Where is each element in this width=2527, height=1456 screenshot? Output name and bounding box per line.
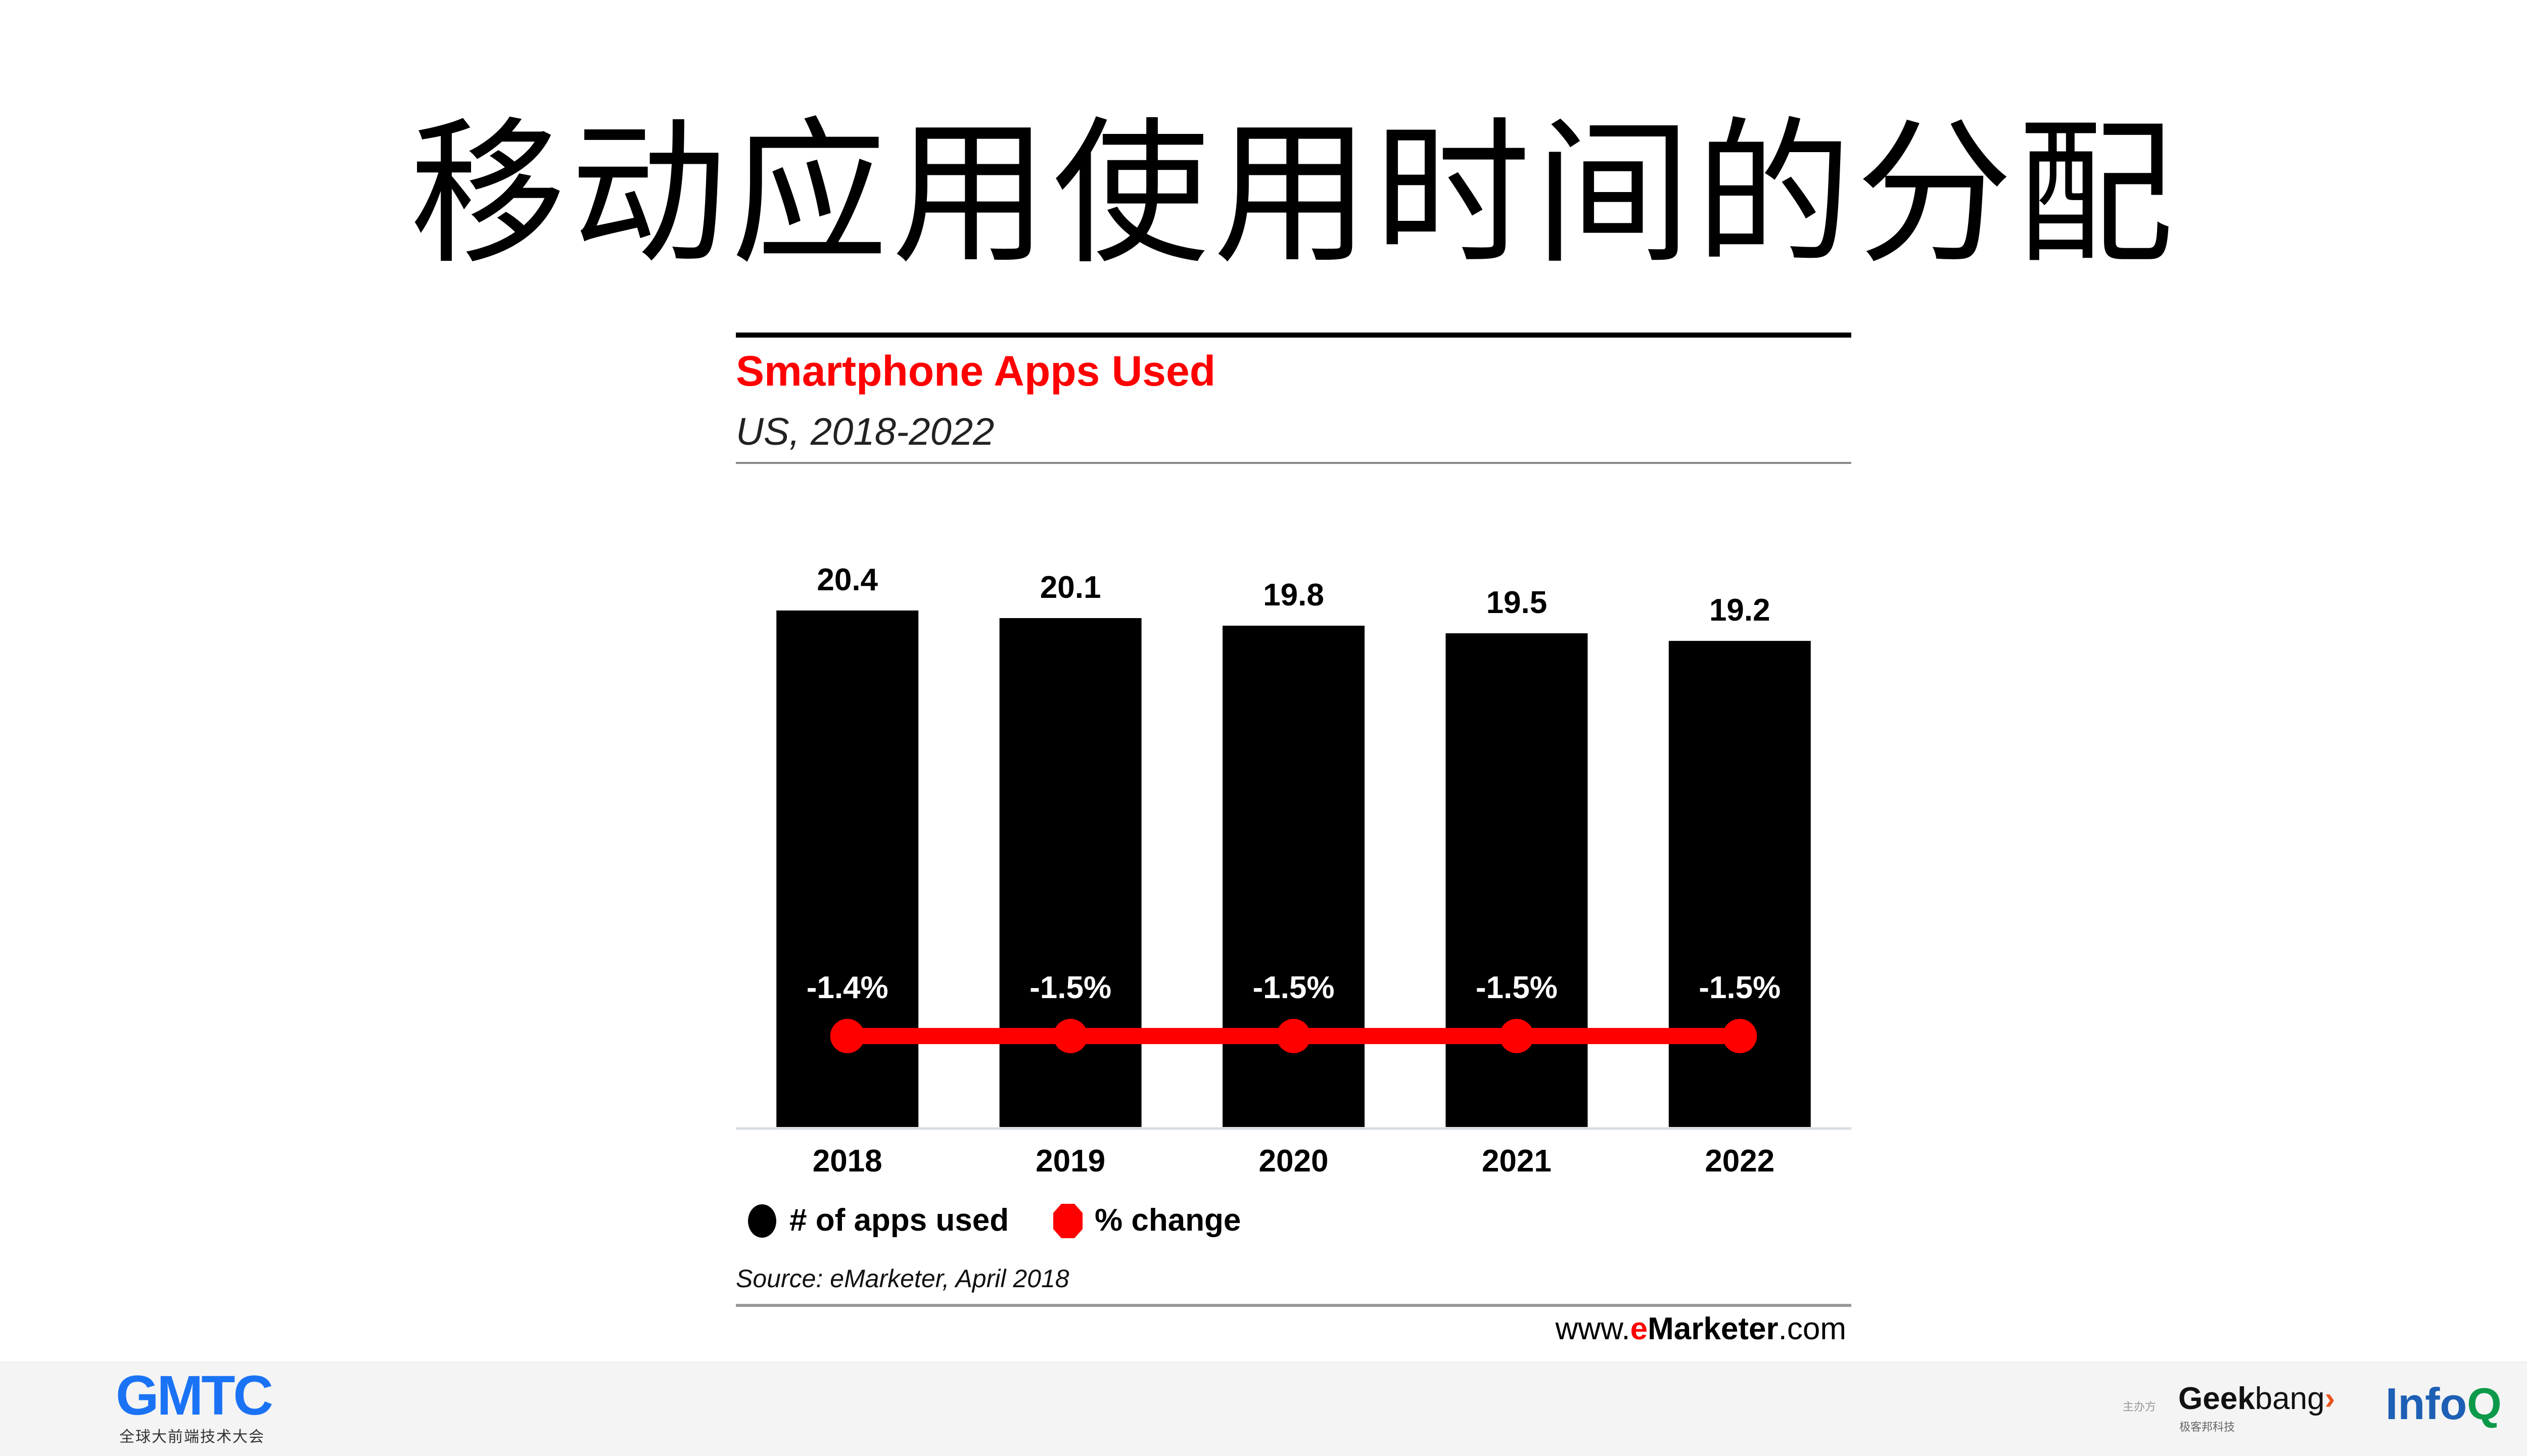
change-point-2021 xyxy=(1499,1019,1534,1053)
legend-label-change: % change xyxy=(1095,1203,1241,1238)
change-value-label: -1.5% xyxy=(1029,970,1111,1005)
chart-subtitle: US, 2018-2022 xyxy=(736,410,995,453)
chart-title: Smartphone Apps Used xyxy=(736,347,1216,395)
bar-2022 xyxy=(1668,641,1811,1127)
footer-bar xyxy=(0,1361,2527,1456)
chart-top-rule xyxy=(736,333,1851,338)
host-label: 主办方 xyxy=(2123,1401,2157,1414)
change-value-label: -1.4% xyxy=(807,970,888,1005)
legend-label-apps: # of apps used xyxy=(789,1203,1009,1238)
slide-title: 移动应用使用时间的分配 xyxy=(409,103,2178,286)
x-tick-label: 2019 xyxy=(1036,1144,1105,1179)
chart-subtitle-rule xyxy=(736,462,1851,464)
x-tick-label: 2018 xyxy=(813,1144,882,1179)
infoq-logo: InfoQ xyxy=(2385,1379,2502,1429)
bar-value-label: 20.1 xyxy=(1040,570,1101,605)
chart-source: Source: eMarketer, April 2018 xyxy=(736,1264,1069,1293)
x-tick-label: 2022 xyxy=(1705,1144,1774,1179)
change-value-label: -1.5% xyxy=(1476,970,1558,1005)
legend-swatch-apps xyxy=(748,1204,776,1238)
change-value-label: -1.5% xyxy=(1253,970,1335,1005)
emarketer-brand: www.eMarketer.com xyxy=(1555,1311,1846,1346)
change-value-label: -1.5% xyxy=(1699,970,1781,1005)
change-point-2018 xyxy=(830,1019,865,1053)
change-point-2019 xyxy=(1053,1019,1088,1053)
chart-source-rule xyxy=(736,1304,1851,1307)
x-tick-label: 2020 xyxy=(1259,1144,1329,1179)
bar-value-label: 20.4 xyxy=(817,562,878,597)
bar-value-label: 19.8 xyxy=(1263,578,1324,613)
legend-swatch-change xyxy=(1053,1204,1083,1238)
x-tick-label: 2021 xyxy=(1482,1144,1552,1179)
bar-value-label: 19.5 xyxy=(1486,585,1548,620)
gmtc-subtitle: 全球大前端技术大会 xyxy=(119,1428,265,1446)
change-point-2022 xyxy=(1722,1019,1757,1053)
gmtc-logo: GMTC xyxy=(116,1365,273,1427)
geekbang-subtitle: 极客邦科技 xyxy=(2179,1421,2235,1434)
bar-value-label: 19.2 xyxy=(1709,593,1770,628)
geekbang-logo: Geekbang› xyxy=(2178,1381,2335,1416)
change-point-2020 xyxy=(1276,1019,1311,1053)
